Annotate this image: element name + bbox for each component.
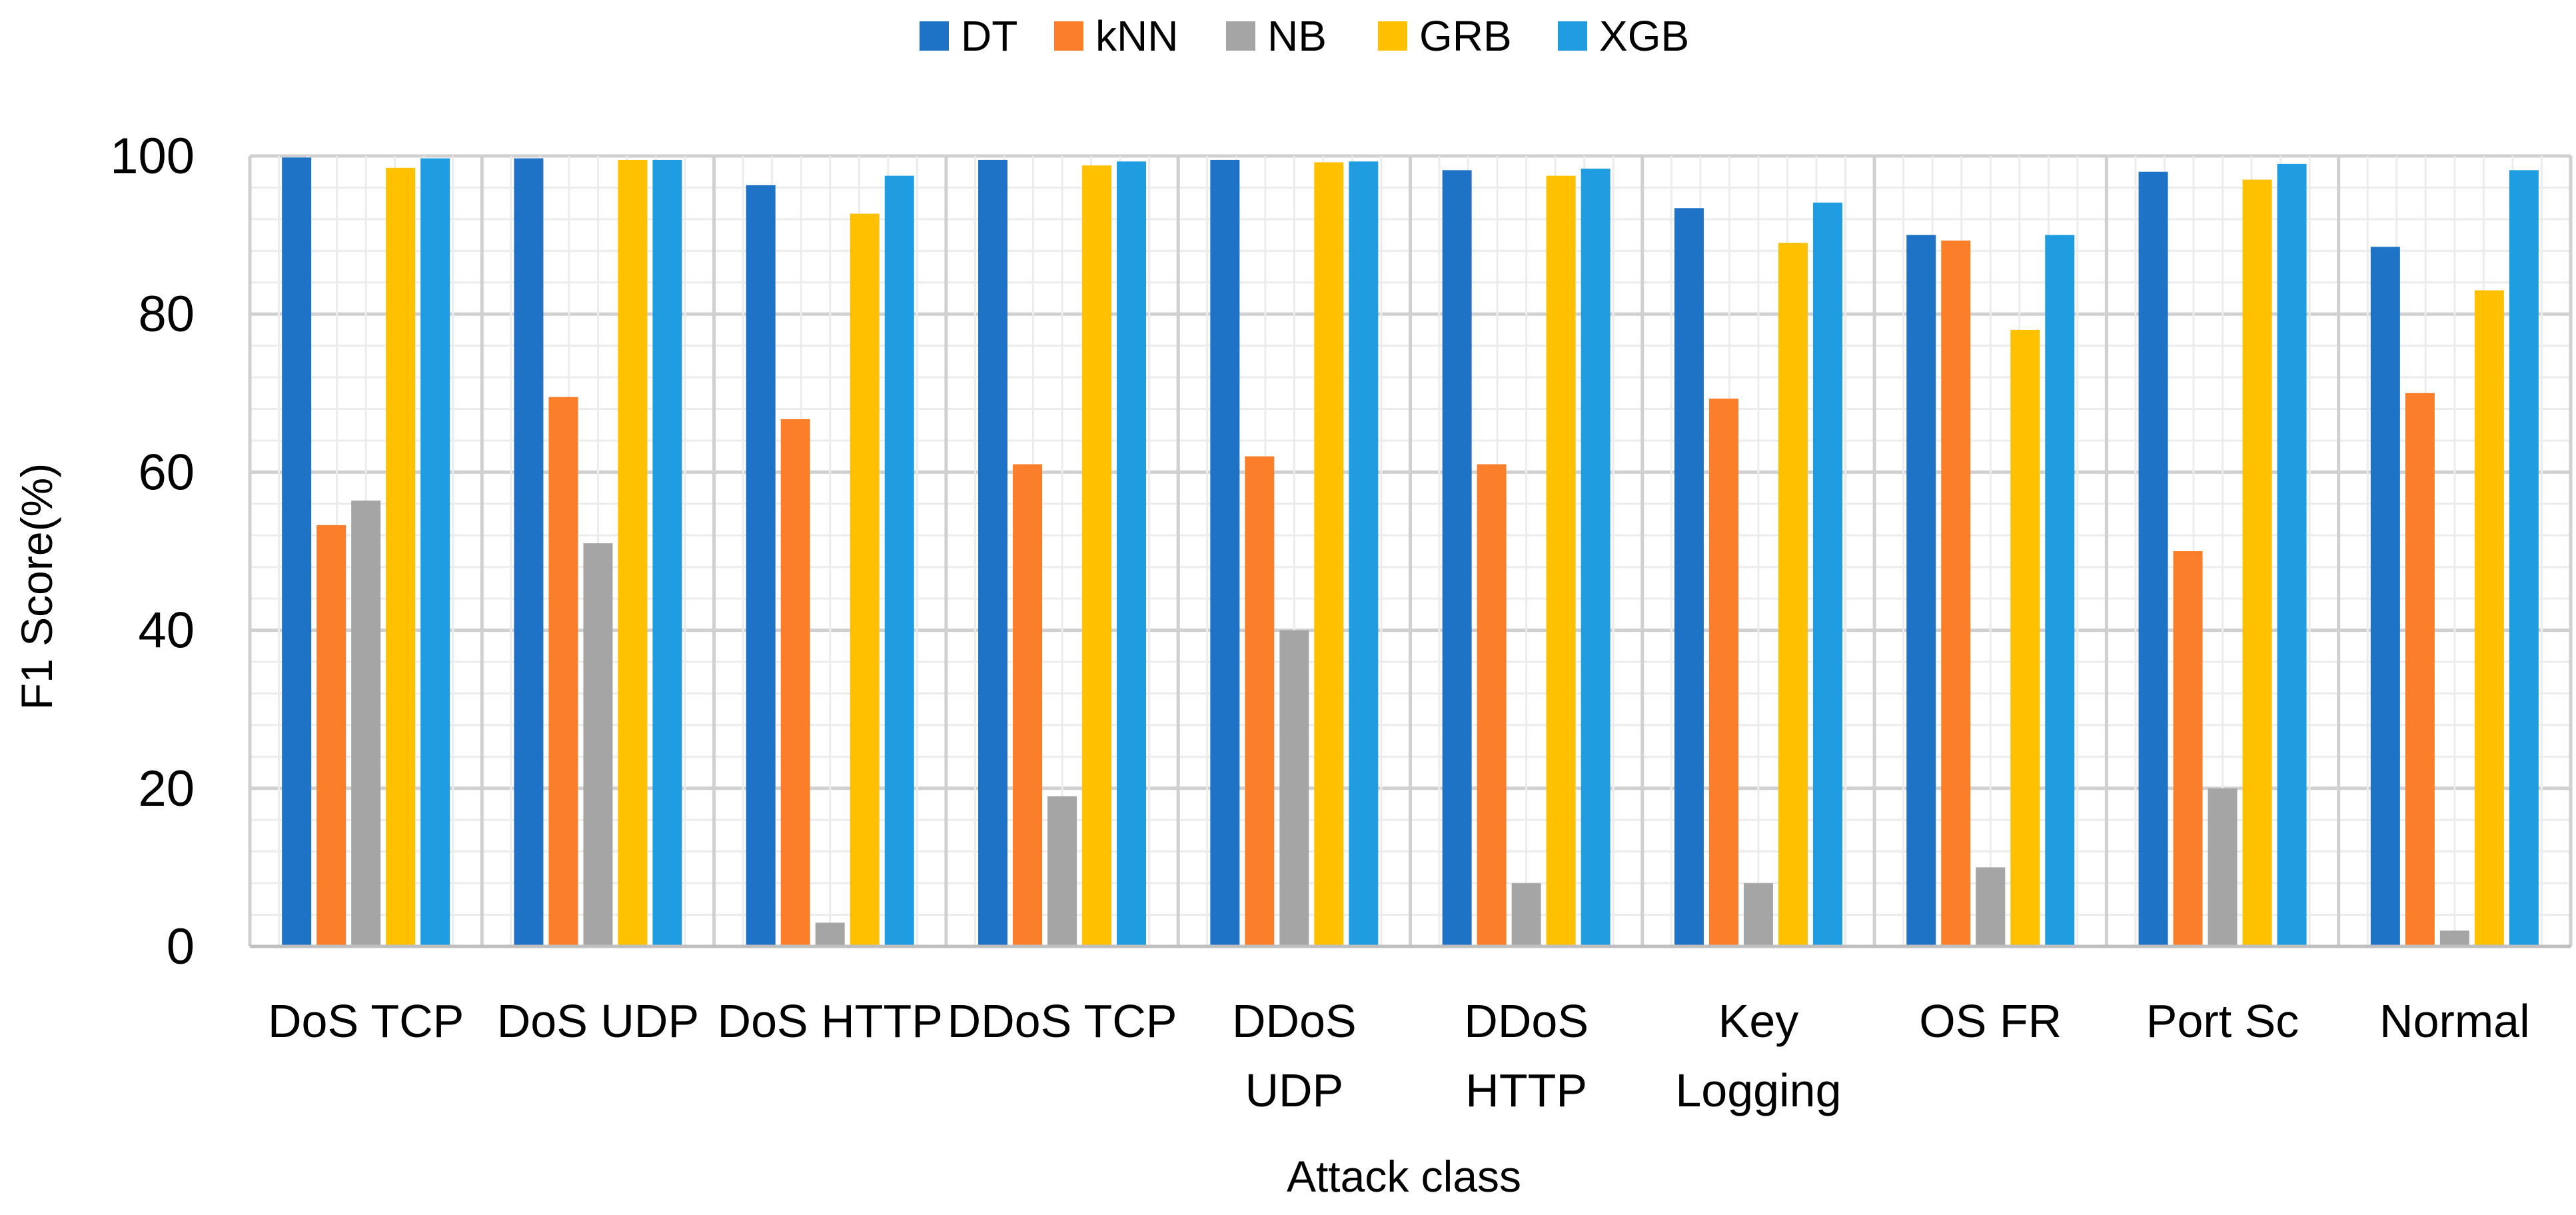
bar-knn-3 <box>1013 464 1043 946</box>
x-tick-label: Key Logging <box>1675 995 1841 1116</box>
legend-swatch-grb <box>1378 21 1407 51</box>
bar-nb-8 <box>2208 788 2238 946</box>
x-tick-label: Normal <box>2379 995 2530 1047</box>
bar-knn-9 <box>2405 393 2435 946</box>
bar-grb-4 <box>1314 162 1344 946</box>
legend: DT kNN NB GRB XGB <box>920 12 1689 60</box>
bar-dt-3 <box>978 159 1008 947</box>
x-tick-label: OS FR <box>1919 995 2062 1047</box>
y-tick-label: 100 <box>110 128 195 185</box>
bar-knn-5 <box>1477 464 1507 946</box>
legend-label-nb: NB <box>1267 12 1327 60</box>
legend-label-dt: DT <box>961 12 1017 60</box>
bar-xgb-9 <box>2509 170 2539 946</box>
x-tick-label-line: OS FR <box>1919 995 2062 1047</box>
bar-xgb-4 <box>1349 161 1379 946</box>
bar-dt-1 <box>514 158 544 947</box>
bar-xgb-1 <box>652 159 682 947</box>
bar-knn-8 <box>2173 551 2203 946</box>
bar-dt-5 <box>1442 170 1472 946</box>
x-tick-label-line: Normal <box>2379 995 2530 1047</box>
legend-label-xgb: XGB <box>1599 12 1689 60</box>
bar-grb-7 <box>2010 329 2040 946</box>
y-tick-label: 60 <box>138 444 195 501</box>
x-tick-label-line: Key <box>1718 995 1799 1047</box>
bar-nb-6 <box>1743 883 1773 946</box>
bars <box>282 157 2539 947</box>
bar-xgb-7 <box>2045 235 2075 947</box>
bar-nb-0 <box>351 501 381 946</box>
bar-xgb-8 <box>2277 163 2307 947</box>
axes: 0 20 40 60 80 100 DoS TCP DoS UDP DoS HTTP DDoS T… <box>110 128 2571 1116</box>
bar-knn-2 <box>780 419 810 946</box>
x-tick-label: DoS HTTP <box>718 995 943 1047</box>
bar-dt-9 <box>2370 247 2400 946</box>
bar-dt-6 <box>1674 208 1704 946</box>
x-tick-label-line: DDoS TCP <box>948 995 1177 1047</box>
y-tick-label: 20 <box>138 760 195 817</box>
bar-grb-6 <box>1778 243 1808 947</box>
y-axis-title: F1 Score(%) <box>12 463 61 710</box>
legend-label-knn: kNN <box>1095 12 1178 60</box>
x-tick-label-line: DDoS <box>1464 995 1589 1047</box>
x-tick-label-line: DoS TCP <box>268 995 464 1047</box>
y-tick-label: 80 <box>138 286 195 343</box>
x-tick-label: DDoS TCP <box>948 995 1177 1047</box>
y-tick-label: 40 <box>138 603 195 659</box>
x-tick-label-line: DoS UDP <box>497 995 699 1047</box>
bar-grb-1 <box>618 159 648 947</box>
x-tick-label: DDoS HTTP <box>1464 995 1589 1116</box>
x-tick-label-line: HTTP <box>1465 1064 1587 1116</box>
bar-dt-4 <box>1210 159 1240 947</box>
x-tick-label-line: Logging <box>1675 1064 1841 1116</box>
y-tick-label: 0 <box>167 918 195 975</box>
bar-nb-3 <box>1047 796 1077 946</box>
bar-xgb-3 <box>1117 161 1147 946</box>
bar-xgb-5 <box>1581 168 1610 947</box>
bar-nb-1 <box>583 543 613 946</box>
bar-grb-0 <box>386 167 416 946</box>
bar-grb-2 <box>850 213 880 946</box>
x-tick-label: DoS TCP <box>268 995 464 1047</box>
bar-knn-0 <box>317 525 346 946</box>
legend-swatch-xgb <box>1558 21 1587 51</box>
bar-knn-6 <box>1708 399 1738 946</box>
x-tick-label-line: DoS HTTP <box>718 995 943 1047</box>
x-tick-label: Port Sc <box>2146 995 2299 1047</box>
x-tick-label-line: Port Sc <box>2146 995 2299 1047</box>
bar-xgb-6 <box>1812 202 1842 946</box>
bar-nb-2 <box>815 922 845 946</box>
legend-label-grb: GRB <box>1419 12 1512 60</box>
bar-nb-4 <box>1279 630 1309 946</box>
x-tick-label-line: UDP <box>1245 1064 1343 1116</box>
bar-dt-7 <box>1906 235 1936 947</box>
bar-knn-1 <box>548 397 578 946</box>
bar-nb-5 <box>1511 883 1541 946</box>
bar-grb-8 <box>2242 179 2272 947</box>
x-tick-label: DDoS UDP <box>1232 995 1357 1116</box>
x-axis-title: Attack class <box>1287 1152 1521 1201</box>
bar-knn-4 <box>1245 456 1275 946</box>
bar-grb-9 <box>2474 290 2504 946</box>
bar-grb-3 <box>1082 165 1112 947</box>
bar-xgb-2 <box>884 175 914 946</box>
bar-knn-7 <box>1941 240 1971 947</box>
legend-swatch-knn <box>1054 21 1083 51</box>
bar-grb-5 <box>1546 175 1576 946</box>
x-tick-label-line: DDoS <box>1232 995 1357 1047</box>
x-tick-label: DoS UDP <box>497 995 699 1047</box>
bar-xgb-0 <box>420 158 450 947</box>
legend-swatch-nb <box>1226 21 1255 51</box>
bar-dt-8 <box>2138 171 2168 947</box>
bar-nb-7 <box>1976 867 2006 946</box>
bar-dt-0 <box>282 157 312 947</box>
legend-swatch-dt <box>920 21 949 51</box>
bar-dt-2 <box>746 185 776 947</box>
bar-nb-9 <box>2439 930 2469 946</box>
